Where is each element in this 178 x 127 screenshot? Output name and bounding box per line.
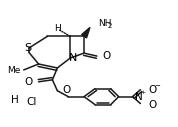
Text: −: − <box>154 83 160 89</box>
Text: Cl: Cl <box>27 97 37 107</box>
Text: O: O <box>103 51 111 61</box>
Text: Me: Me <box>7 66 21 75</box>
Text: O: O <box>24 77 33 87</box>
Text: 2: 2 <box>108 23 112 29</box>
Text: O: O <box>148 100 157 110</box>
Text: H: H <box>54 24 61 33</box>
Text: S: S <box>24 43 31 53</box>
Polygon shape <box>82 27 90 38</box>
Text: O: O <box>62 85 70 95</box>
Text: N: N <box>69 53 77 63</box>
Text: +: + <box>140 90 146 95</box>
Text: O: O <box>148 85 157 95</box>
Text: H: H <box>11 95 19 105</box>
Text: NH: NH <box>98 19 111 28</box>
Text: N: N <box>135 92 143 102</box>
